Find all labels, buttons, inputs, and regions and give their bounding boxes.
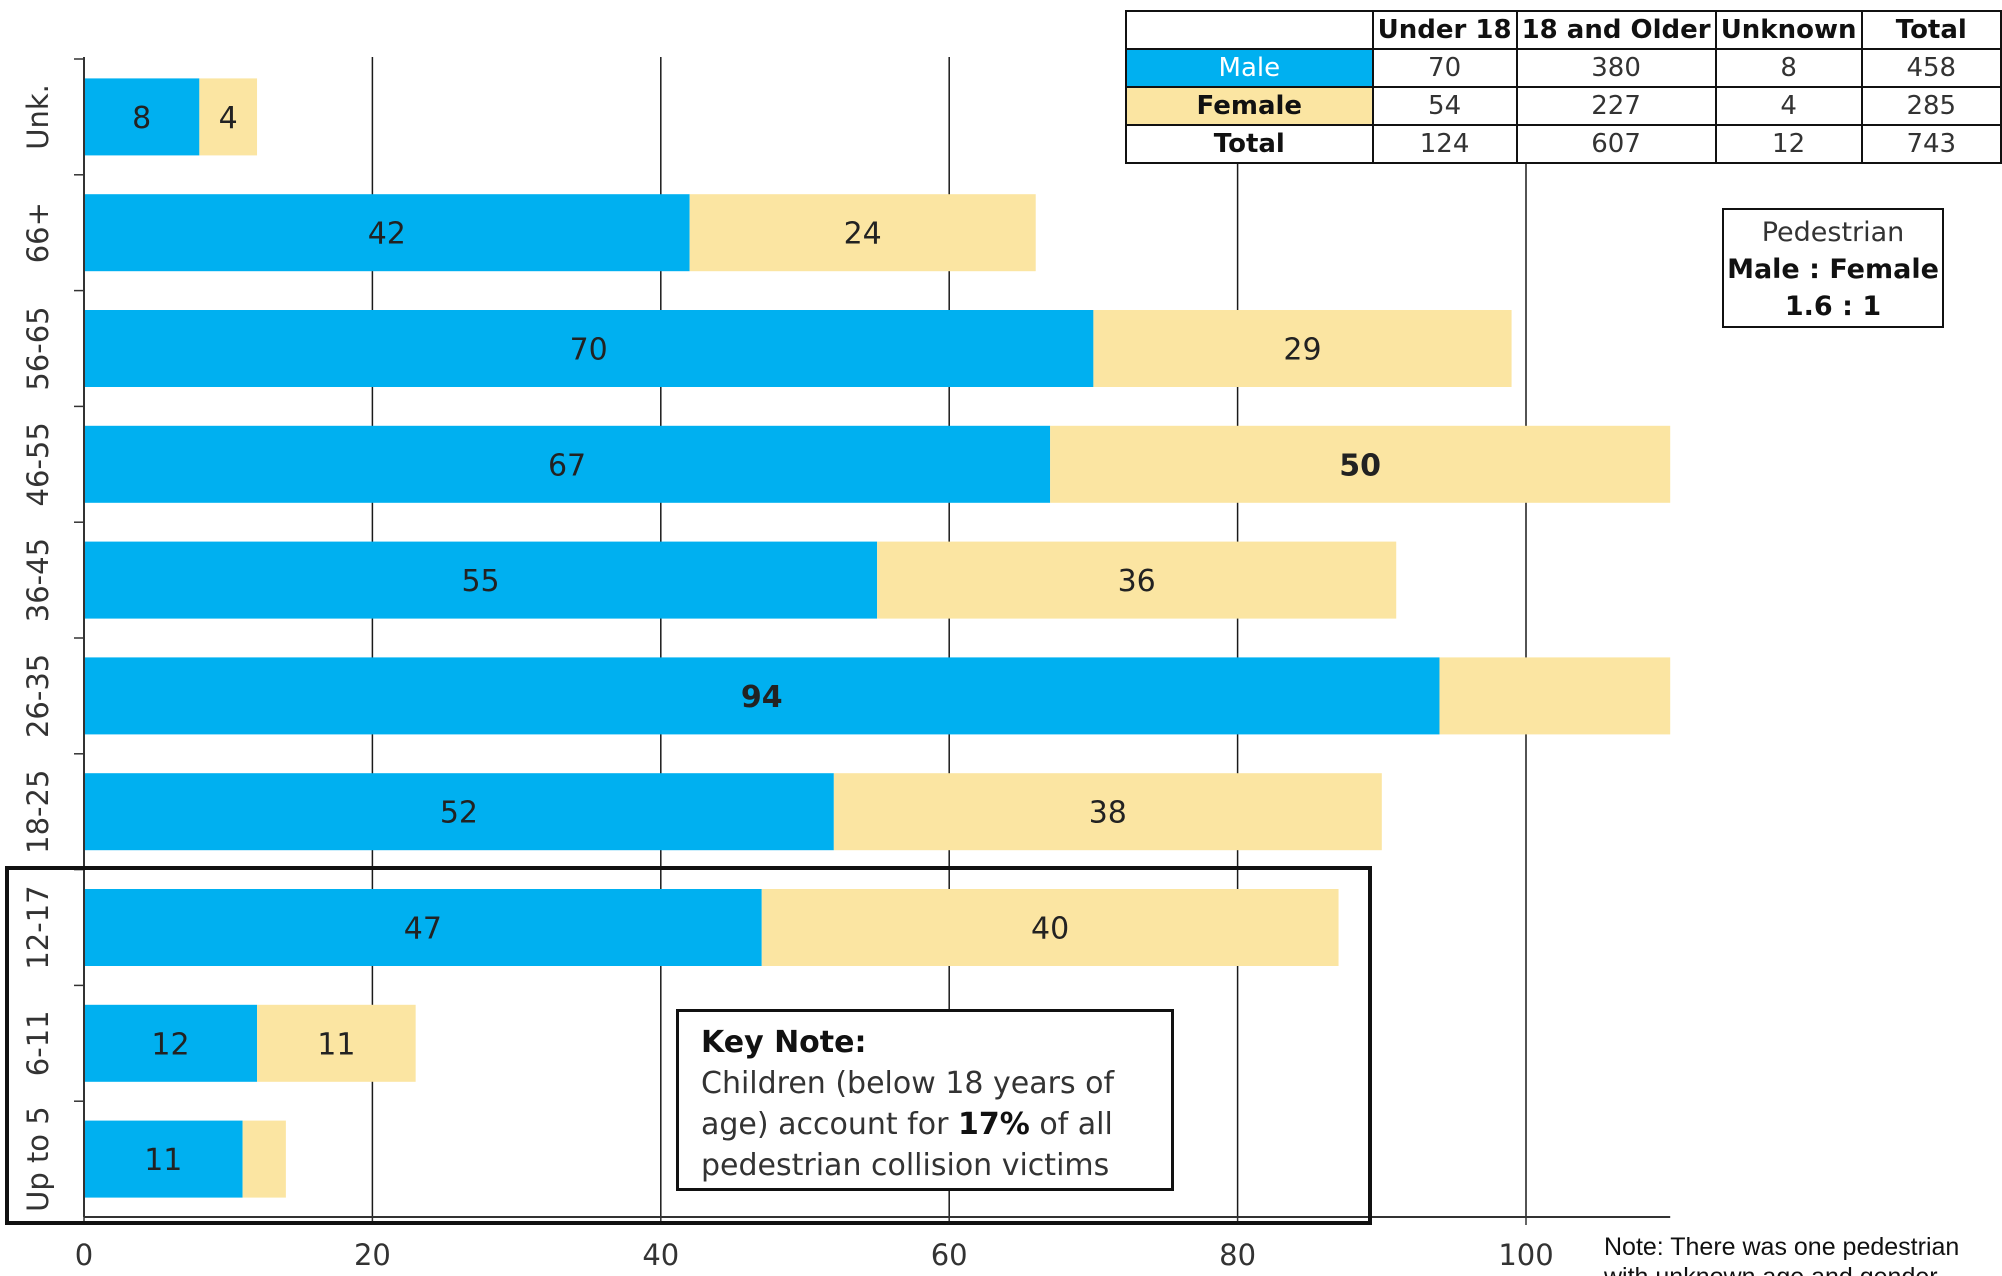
summary-row-label: Male xyxy=(1125,48,1374,88)
bar-male xyxy=(84,1004,258,1082)
bar-value-label: 12 xyxy=(151,1027,189,1062)
bar-male xyxy=(84,425,1051,503)
x-tick-label: 0 xyxy=(75,1238,93,1272)
y-tick-label: 46-55 xyxy=(21,422,55,506)
summary-cell: 8 xyxy=(1714,48,1863,88)
summary-header-total: Total xyxy=(1860,10,2002,50)
bar-value-label: 29 xyxy=(1283,333,1321,368)
x-tick-label: 80 xyxy=(1219,1238,1256,1272)
bar-male xyxy=(84,889,762,966)
summary-header-blank xyxy=(1125,10,1374,50)
key-note-line-2: age) account for 17% of all xyxy=(701,1104,1149,1145)
key-note-percent: 17% xyxy=(957,1107,1030,1142)
ratio-label: Male : Female xyxy=(1727,254,1939,285)
y-tick-label: Unk. xyxy=(21,84,55,150)
bar-value-label: 50 xyxy=(1339,448,1381,483)
summary-cell: 54 xyxy=(1371,86,1518,126)
summary-cell: 285 xyxy=(1860,86,2002,126)
summary-row-total: Total 124 607 12 743 xyxy=(1125,124,2002,164)
summary-cell: 380 xyxy=(1515,48,1717,88)
bar-value-label: 40 xyxy=(1031,912,1069,947)
bar-female xyxy=(242,1120,286,1198)
bar-female xyxy=(833,773,1382,851)
summary-cell: 70 xyxy=(1371,48,1518,88)
bar-male xyxy=(84,773,834,851)
summary-header-18-and-older: 18 and Older xyxy=(1515,10,1717,50)
y-tick-label: 6-11 xyxy=(21,1010,55,1076)
y-tick-label: 26-35 xyxy=(21,654,55,738)
bar-value-label: 47 xyxy=(404,912,442,947)
bar-value-label: 4 xyxy=(219,101,238,136)
bar-male xyxy=(84,657,1440,735)
ratio-value: 1.6 : 1 xyxy=(1784,291,1882,322)
bar-male xyxy=(84,541,878,619)
summary-cell: 743 xyxy=(1860,124,2002,164)
summary-cell: 227 xyxy=(1515,86,1717,126)
bar-value-label: 52 xyxy=(440,796,478,831)
y-tick-label: 12-17 xyxy=(21,885,55,969)
summary-row-male: Male 70 380 8 458 xyxy=(1125,48,2002,88)
bar-value-label: 38 xyxy=(1089,796,1127,831)
bar-female xyxy=(877,541,1397,619)
bar-female xyxy=(689,194,1036,272)
summary-table: Under 18 18 and Older Unknown Total Male… xyxy=(1125,10,2002,164)
x-tick-label: 60 xyxy=(931,1238,968,1272)
bar-value-label: 67 xyxy=(548,448,586,483)
key-note-line-3: pedestrian collision victims xyxy=(701,1148,1110,1183)
bars xyxy=(84,78,1671,1198)
x-tick-label: 40 xyxy=(642,1238,679,1272)
summary-header-under18: Under 18 xyxy=(1371,10,1518,50)
key-note-text: age) account for xyxy=(701,1107,958,1142)
footnote: Note: There was one pedestrian with unkn… xyxy=(1604,1232,2002,1276)
summary-header-row: Under 18 18 and Older Unknown Total xyxy=(1125,10,2002,50)
footnote-line-1: Note: There was one pedestrian xyxy=(1604,1233,1960,1261)
summary-row-female: Female 54 227 4 285 xyxy=(1125,86,2002,126)
bar-value-label: 70 xyxy=(570,333,608,368)
summary-cell: 124 xyxy=(1371,124,1518,164)
bar-value-label: 42 xyxy=(368,217,406,252)
y-tick-label: Up to 5 xyxy=(21,1106,55,1212)
y-tick-label: 36-45 xyxy=(21,538,55,622)
summary-cell: 607 xyxy=(1515,124,1717,164)
bar-female xyxy=(257,1004,416,1082)
bar-male xyxy=(84,78,200,156)
summary-cell: 12 xyxy=(1714,124,1863,164)
bar-female xyxy=(1050,425,1671,503)
x-tick-label: 100 xyxy=(1498,1238,1553,1272)
axes xyxy=(74,57,1671,1225)
summary-row-label: Female xyxy=(1125,86,1374,126)
bar-female xyxy=(1439,657,1671,735)
summary-cell: 4 xyxy=(1714,86,1863,126)
bar-value-label: 11 xyxy=(317,1027,355,1062)
ratio-box: Pedestrian Male : Female 1.6 : 1 xyxy=(1722,208,1944,328)
bar-value-label: 24 xyxy=(844,217,882,252)
footnote-line-2: with unknown age and gender. xyxy=(1604,1262,2002,1276)
key-note-title: Key Note: xyxy=(701,1025,867,1060)
ratio-title: Pedestrian xyxy=(1761,217,1905,248)
key-note-line-1: Children (below 18 years of xyxy=(701,1066,1115,1101)
bar-female xyxy=(199,78,258,156)
bar-male xyxy=(84,310,1094,387)
bar-value-label: 11 xyxy=(144,1143,182,1178)
bar-male xyxy=(84,194,690,272)
y-tick-label: 66+ xyxy=(21,202,55,263)
bar-female xyxy=(1093,310,1512,387)
bar-value-label: 8 xyxy=(132,101,151,136)
bar-male xyxy=(84,1120,243,1198)
bar-value-label: 94 xyxy=(741,680,783,715)
y-tick-label: 56-65 xyxy=(21,306,55,390)
summary-header-unknown: Unknown xyxy=(1714,10,1863,50)
bar-female xyxy=(761,889,1339,966)
key-note-text: of all xyxy=(1029,1107,1113,1142)
bar-value-label: 36 xyxy=(1118,564,1156,599)
x-tick-label: 20 xyxy=(354,1238,391,1272)
bar-value-label: 55 xyxy=(461,564,499,599)
key-note-box: Key Note: Children (below 18 years of ag… xyxy=(676,1009,1174,1191)
y-tick-label: 18-25 xyxy=(21,770,55,854)
summary-row-label: Total xyxy=(1125,124,1374,164)
summary-cell: 458 xyxy=(1860,48,2002,88)
